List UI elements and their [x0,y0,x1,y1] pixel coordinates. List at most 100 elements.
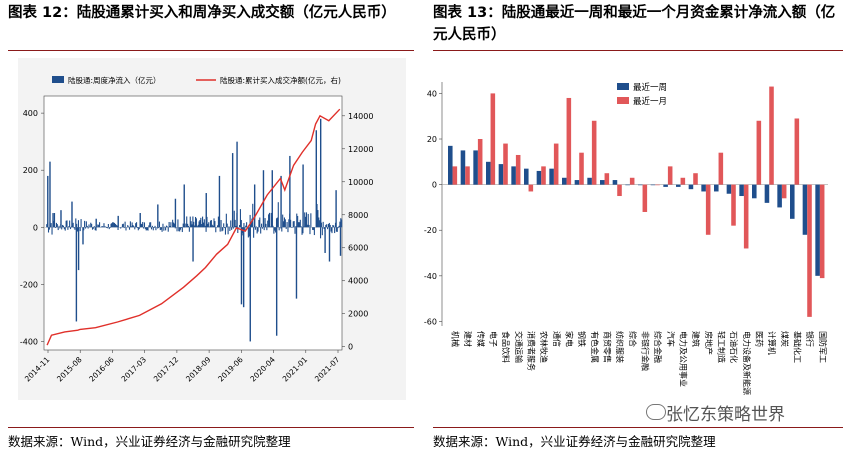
week-bar [752,184,757,199]
weekly-flow-bar [95,218,97,228]
weekly-flow-bar [310,213,312,228]
weekly-flow-bar [72,222,74,228]
month-bar [617,184,622,197]
weekly-flow-bar [205,193,207,228]
weekly-flow-bar [116,225,118,228]
weekly-flow-bar [117,215,119,228]
weekly-flow-bar [339,227,342,256]
month-bar [553,143,559,185]
weekly-flow-bar [275,227,277,233]
weekly-flow-bar [327,223,330,228]
category-label: 基础化工 [793,331,803,363]
weekly-flow-bar [240,227,243,305]
weekly-flow-bar [91,223,93,228]
weekly-flow-bar [224,227,226,229]
weekly-flow-bar [65,220,67,228]
weekly-flow-bar [293,221,295,228]
week-bar [587,177,592,185]
weekly-flow-bar [53,213,56,228]
weekly-flow-bar [89,226,91,228]
weekly-flow-bar [305,216,307,228]
weekly-flow-bar [280,175,282,228]
weekly-flow-bar [287,227,289,233]
weekly-flow-bar [56,224,58,228]
weekly-flow-bar [128,226,130,228]
week-bar [524,168,529,185]
month-bar [604,173,610,185]
weekly-flow-bar [50,223,52,228]
weekly-flow-bar [55,222,57,228]
weekly-flow-bar [174,198,177,228]
right-y-tick-label: 10000 [348,178,373,187]
legend-label-month: 最近一月 [633,96,667,107]
weekly-flow-bar [244,227,246,231]
weekly-flow-bar [187,225,190,228]
weekly-flow-bar [321,227,323,236]
weekly-flow-bar [292,221,294,228]
weekly-flow-bar [68,226,70,228]
week-bar [612,180,618,185]
weekly-flow-bar [283,221,285,228]
weekly-flow-bar [113,223,116,228]
weekly-flow-bar [200,217,202,228]
weekly-flow-bar [192,227,194,262]
weekly-flow-bar [319,227,322,239]
weekly-flow-bar [189,216,191,228]
weekly-flow-bar [146,227,148,231]
weekly-flow-bar [261,223,263,228]
month-bar [541,166,546,185]
weekly-flow-bar [206,216,208,228]
weekly-flow-bar [247,227,249,238]
weekly-flow-bar [318,217,320,228]
weekly-flow-bar [168,222,170,228]
week-bar [600,180,605,185]
weekly-flow-bar [257,227,259,232]
weekly-flow-bar [75,227,78,322]
category-label: 轻工制造 [717,331,727,363]
weekly-flow-bar [306,224,308,228]
weekly-flow-bar [317,210,319,228]
weekly-flow-bar [262,170,265,228]
right-source-note: 数据来源：Wind，兴业证券经济与金融研究院整理 [433,434,716,449]
weekly-flow-bar [330,227,332,232]
weekly-flow-bar [208,222,210,228]
weekly-flow-bar [98,224,100,228]
left-chart-title: 图表 12：陆股通累计买入和周净买入成交额（亿元人民币） [8,5,396,21]
category-label: 食品饮料 [501,331,511,363]
weekly-flow-bar [281,227,283,232]
weekly-flow-bar [230,220,232,228]
weekly-flow-bar [222,227,224,231]
weekly-flow-bar [242,227,245,308]
month-bar [465,166,470,185]
weekly-flow-bar [106,227,109,229]
right-chart-y-tick-label: 40 [427,89,437,98]
weekly-flow-bar [202,216,204,228]
weekly-flow-bar [224,227,227,235]
weekly-flow-bar [153,227,155,228]
weekly-flow-bar [245,225,247,228]
weekly-flow-bar [117,227,119,231]
weekly-flow-bar [236,141,238,228]
weekly-flow-bar [51,227,53,235]
legend-label-week: 最近一周 [633,82,667,93]
weekly-flow-bar [138,227,140,230]
weekly-flow-bar [241,227,243,236]
weekly-flow-bar [225,213,227,228]
weekly-flow-bar [275,218,278,228]
weekly-flow-bar [172,222,175,228]
weekly-flow-bar [192,216,194,228]
weekly-flow-bar [312,227,314,230]
month-bar [680,177,686,185]
weekly-flow-bar [140,223,142,228]
weekly-flow-bar [315,130,317,228]
weekly-flow-bar [141,224,143,228]
month-bar [452,166,458,185]
weekly-flow-bar [278,227,280,231]
weekly-flow-bar [324,227,326,253]
weekly-flow-bar [91,227,94,230]
week-bar [549,168,554,185]
weekly-flow-bar [297,222,300,228]
month-bar [566,97,572,185]
weekly-flow-bar [228,226,230,228]
month-bar [807,184,812,317]
